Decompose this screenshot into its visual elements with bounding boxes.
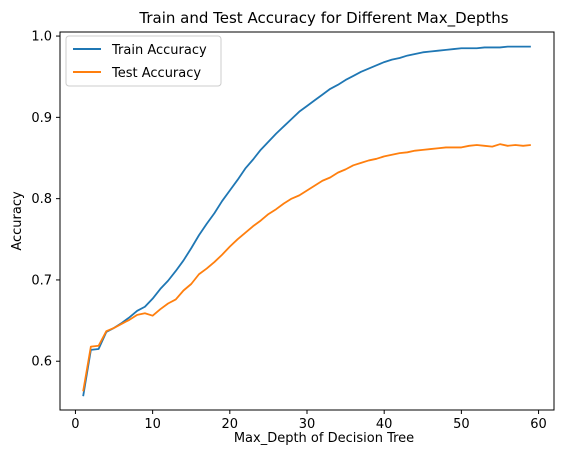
x-tick-label: 0 <box>71 417 79 432</box>
x-tick-label: 60 <box>530 417 547 432</box>
x-tick-label: 50 <box>453 417 470 432</box>
legend-label-train: Train Accuracy <box>111 43 207 58</box>
series-line-test <box>82 143 531 392</box>
y-tick-label: 0.7 <box>31 273 52 288</box>
x-axis-label: Max_Depth of Decision Tree <box>234 431 414 446</box>
x-tick-label: 40 <box>376 417 393 432</box>
y-tick-label: 1.0 <box>31 30 52 45</box>
legend-label-test: Test Accuracy <box>111 66 201 81</box>
chart-title: Train and Test Accuracy for Different Ma… <box>138 9 508 28</box>
x-axis-ticks: 0 10 20 30 40 50 60 <box>71 410 547 432</box>
legend-box <box>65 35 222 87</box>
y-axis-ticks: 0.6 0.7 0.8 0.9 1.0 <box>31 30 60 370</box>
x-tick-label: 10 <box>144 417 161 432</box>
series-lines <box>82 45 531 397</box>
y-tick-label: 0.6 <box>31 355 52 370</box>
series-line-train <box>82 45 531 397</box>
y-axis-label: Accuracy <box>10 191 25 251</box>
x-tick-label: 20 <box>222 417 239 432</box>
legend: Train Accuracy Test Accuracy <box>65 35 222 87</box>
plot-frame <box>59 31 555 411</box>
y-tick-label: 0.9 <box>31 111 52 126</box>
x-tick-label: 30 <box>299 417 316 432</box>
y-tick-label: 0.8 <box>31 192 52 207</box>
